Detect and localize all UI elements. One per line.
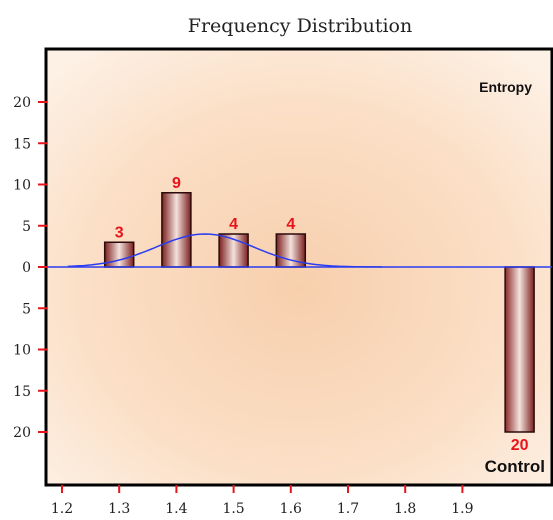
bar-value-label: 4 xyxy=(229,216,238,233)
x-tick-label: 1.5 xyxy=(222,501,244,517)
y-tick-label: 15 xyxy=(13,136,31,152)
x-tick-label: 1.8 xyxy=(394,501,416,517)
bar-entropy xyxy=(103,241,135,268)
y-tick-label: 20 xyxy=(13,95,31,111)
y-tick-label: 5 xyxy=(22,301,31,317)
bar-value-label: 3 xyxy=(115,224,124,241)
y-tick-label: 0 xyxy=(22,260,31,276)
legend-entropy: Entropy xyxy=(479,79,532,95)
bar-value-label: 20 xyxy=(511,437,529,454)
normal-curve xyxy=(67,233,383,268)
y-tick-label: 10 xyxy=(13,343,31,359)
x-tick-label: 1.6 xyxy=(280,501,302,517)
value-labels: 3 9 4 4 20 xyxy=(115,175,529,454)
y-tick-label: 10 xyxy=(13,178,31,194)
y-tick-label: 15 xyxy=(13,384,31,400)
x-tick-label: 1.2 xyxy=(51,501,73,517)
x-tick-label: 1.3 xyxy=(108,501,130,517)
y-axis: 20 15 10 5 0 5 10 15 20 xyxy=(13,95,47,441)
y-tick-label: 5 xyxy=(22,219,31,235)
x-tick-label: 1.9 xyxy=(451,501,473,517)
y-tick-label: 20 xyxy=(13,425,31,441)
bar-entropy xyxy=(161,192,192,268)
bars xyxy=(103,192,535,433)
x-tick-label: 1.7 xyxy=(337,501,359,517)
chart-title: Frequency Distribution xyxy=(188,15,412,37)
bar-control xyxy=(504,266,535,433)
legend-control: Control xyxy=(485,457,545,476)
x-axis: 1.2 1.3 1.4 1.5 1.6 1.7 1.8 1.9 xyxy=(51,485,474,517)
x-tick-label: 1.4 xyxy=(165,501,187,517)
bar-value-label: 9 xyxy=(172,175,181,192)
bar-value-label: 4 xyxy=(286,216,295,233)
